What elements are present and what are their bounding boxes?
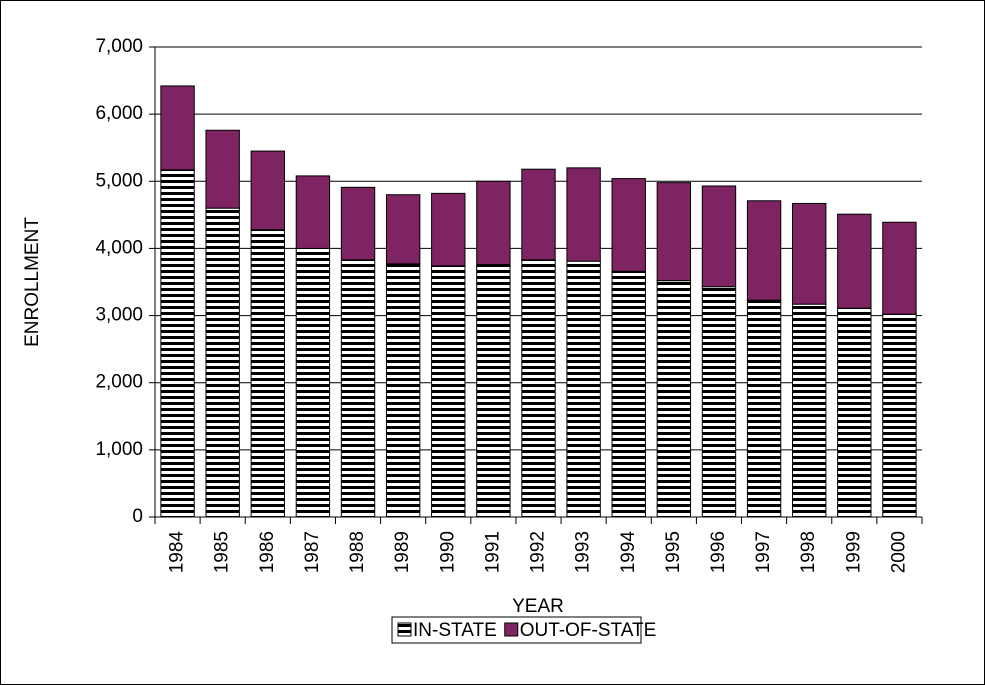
legend-swatch <box>504 622 519 637</box>
y-tick-label: 3,000 <box>95 305 143 326</box>
bar-segment <box>611 270 646 518</box>
x-tick-label: 1997 <box>753 531 774 573</box>
y-tick-label: 4,000 <box>95 237 143 258</box>
bar-segment <box>837 307 872 518</box>
legend-swatch <box>397 622 412 637</box>
x-tick-label: 1987 <box>302 531 323 573</box>
bar-segment <box>882 313 917 518</box>
x-tick-label: 1994 <box>618 531 639 574</box>
bar-segment <box>250 150 285 231</box>
y-tick-label: 1,000 <box>95 439 143 460</box>
x-tick-label: 2000 <box>888 531 909 573</box>
bar-segment <box>792 303 827 518</box>
bar-segment <box>837 213 872 309</box>
bar-segment <box>656 280 692 518</box>
bar-segment <box>746 299 782 518</box>
x-tick-label: 1991 <box>482 531 503 573</box>
bar-segment <box>160 85 195 171</box>
bar-segment <box>205 207 240 518</box>
legend-label: OUT-OF-STATE <box>520 620 657 641</box>
bar-segment <box>340 259 376 518</box>
x-tick-label: 1988 <box>347 531 368 573</box>
y-tick-label: 2,000 <box>95 372 143 393</box>
bar-segment <box>611 178 646 272</box>
bar-segment <box>250 229 285 518</box>
bar-segment <box>521 259 556 518</box>
bar-segment <box>701 185 737 288</box>
x-tick-label: 1989 <box>392 531 413 573</box>
bar-segment <box>882 221 917 315</box>
bar-segment <box>160 169 195 518</box>
bar-segment <box>385 194 421 265</box>
bar-segment <box>431 265 466 518</box>
x-tick-label: 1996 <box>708 531 729 573</box>
bar-segment <box>521 168 556 261</box>
bar-segment <box>746 200 782 301</box>
bar-segment <box>566 167 601 262</box>
x-axis-title: YEAR <box>512 596 564 617</box>
y-tick-label: 5,000 <box>95 170 143 191</box>
bar-segment <box>656 182 692 282</box>
bar-segment <box>476 180 511 266</box>
bar-segment <box>340 186 376 261</box>
x-tick-label: 1998 <box>798 531 819 573</box>
y-tick-label: 0 <box>132 506 143 527</box>
y-tick-label: 6,000 <box>95 103 143 124</box>
legend-label: IN-STATE <box>413 620 497 641</box>
bar-segment <box>566 260 601 518</box>
x-tick-label: 1986 <box>257 531 278 573</box>
bar-segment <box>431 192 466 267</box>
x-tick-label: 1993 <box>573 531 594 573</box>
x-tick-label: 1999 <box>843 531 864 573</box>
bar-segment <box>476 264 511 518</box>
bar-segment <box>295 247 331 518</box>
x-tick-label: 1995 <box>663 531 684 573</box>
x-tick-label: 1985 <box>212 531 233 573</box>
x-tick-label: 1990 <box>437 531 458 573</box>
x-tick-label: 1992 <box>528 531 549 573</box>
y-axis-title: ENROLLMENT <box>22 217 43 347</box>
bar-segment <box>295 175 331 249</box>
bar-segment <box>385 263 421 518</box>
y-tick-label: 7,000 <box>95 36 143 57</box>
bar-segment <box>205 129 240 209</box>
bar-segment <box>792 202 827 305</box>
bar-segment <box>701 286 737 518</box>
x-tick-label: 1984 <box>167 531 188 574</box>
